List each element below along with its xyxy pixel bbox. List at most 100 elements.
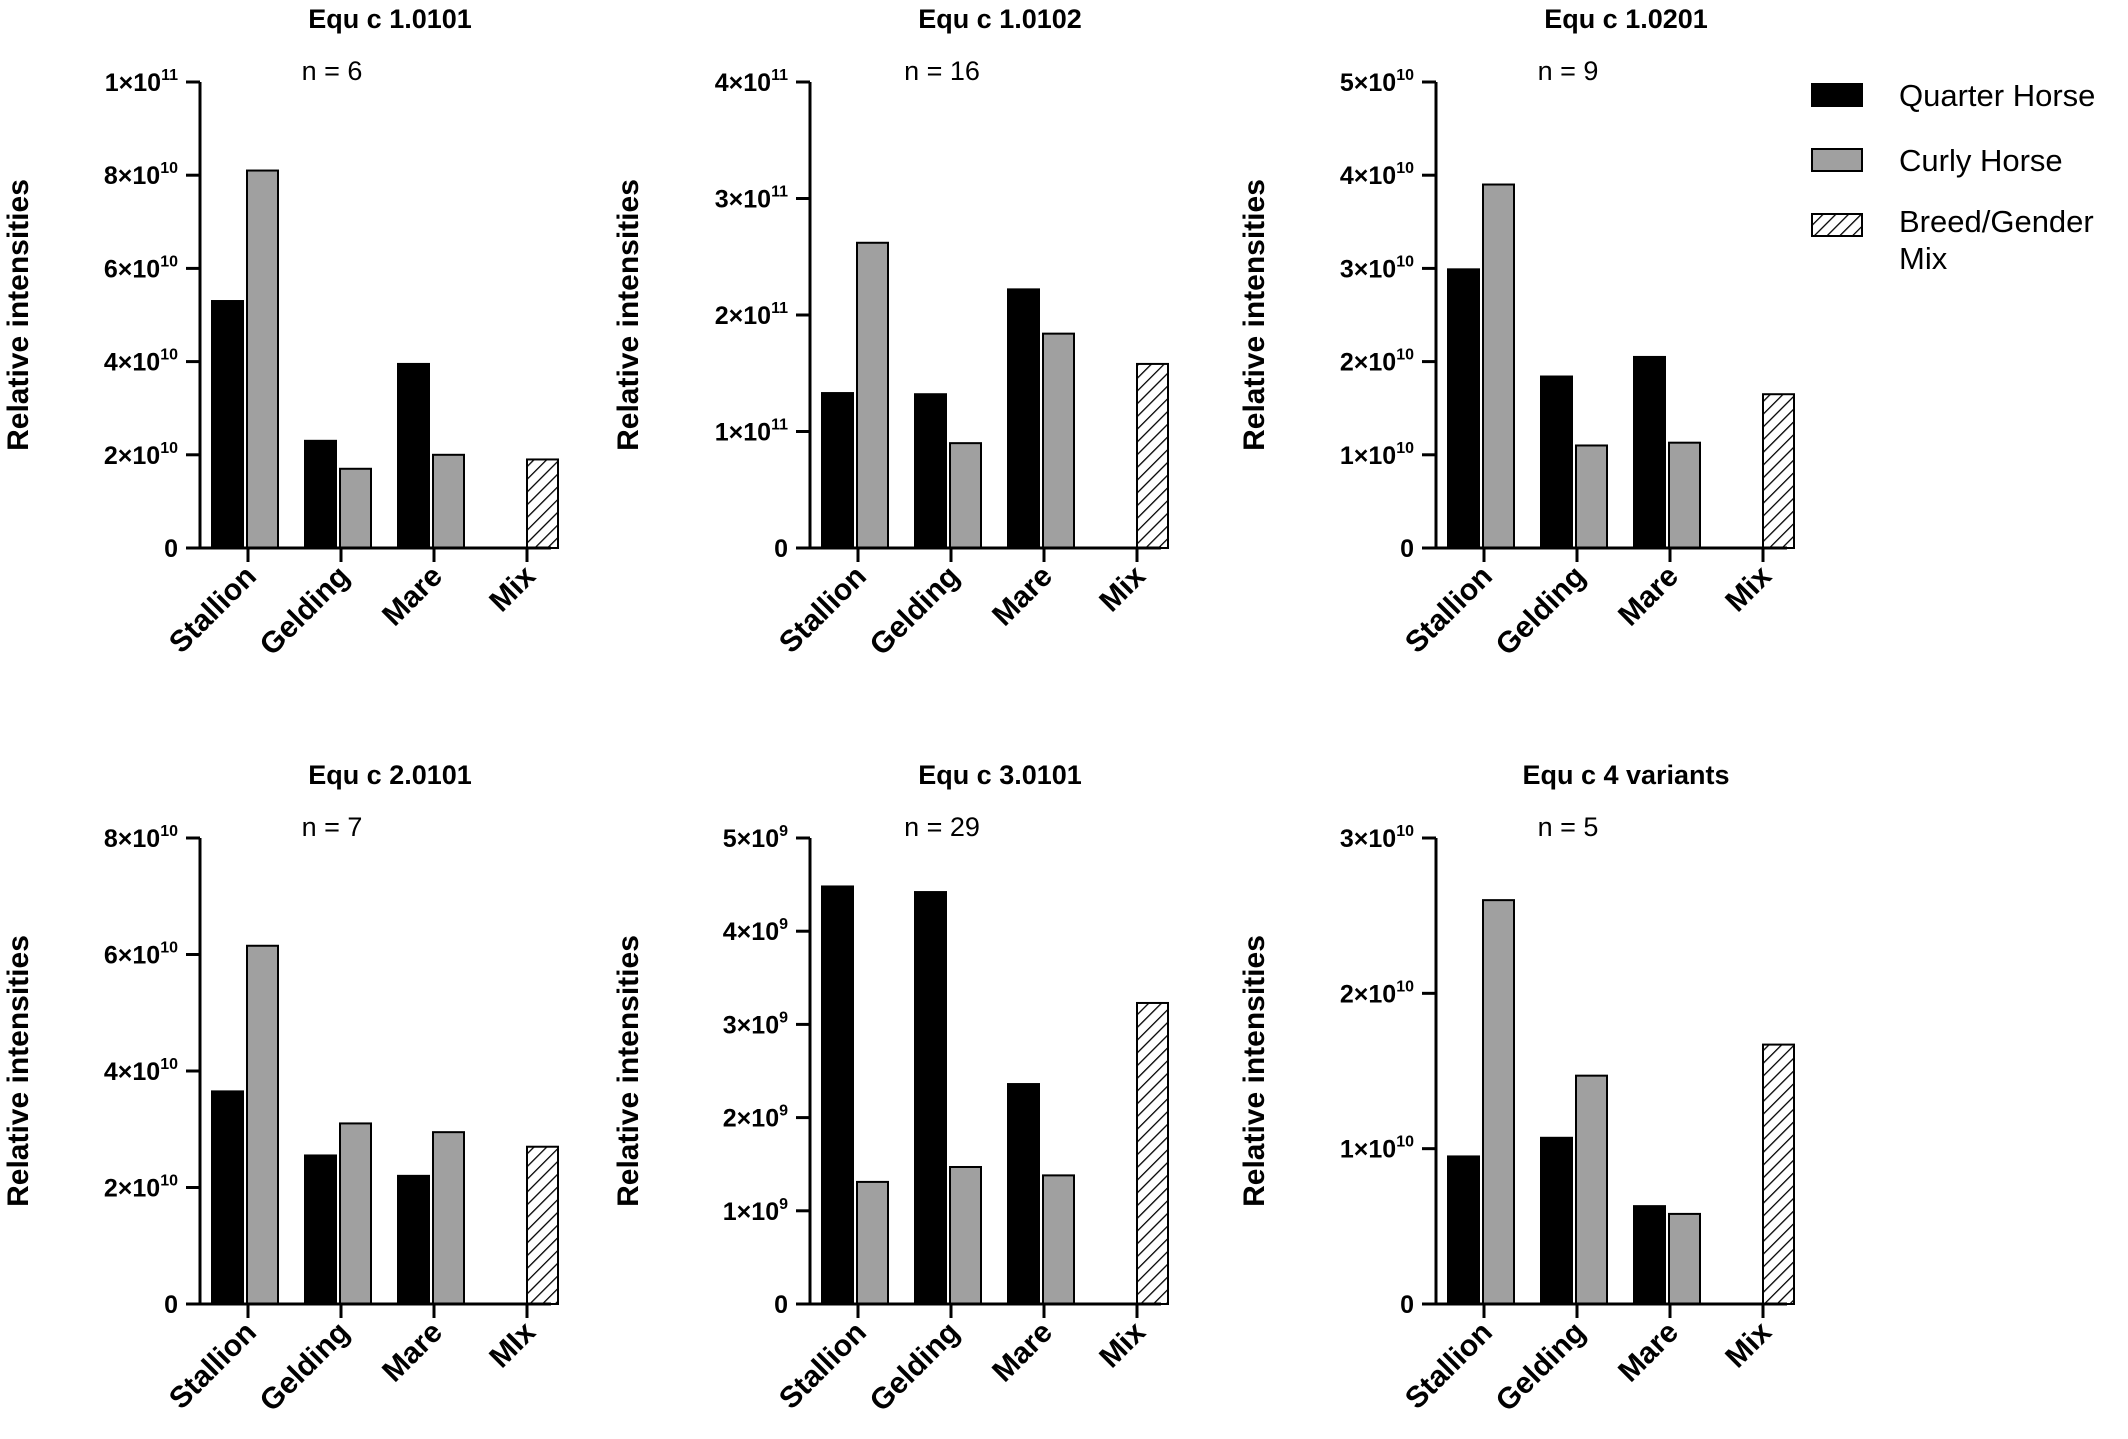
bar-quarter-horse-mare [1007, 288, 1040, 549]
chart-panel: Equ c 4 variants n = 5 Relative intensitie… [1238, 760, 1795, 1418]
y-tick-label: 6×1010 [104, 253, 178, 283]
x-tick-label: Mix [1093, 1315, 1152, 1374]
bar-curly-horse-gelding [949, 442, 982, 549]
y-tick-label: 1×1010 [1340, 1134, 1414, 1164]
x-tick-label: Gelding [254, 1316, 356, 1418]
x-tick-label: Stallion [1399, 1316, 1499, 1416]
y-axis-label: Relative intensities [1238, 179, 1271, 451]
bar-curly-horse-mare [1668, 1212, 1701, 1305]
legend-label: Quarter Horse [1899, 78, 2095, 113]
y-tick-label: 2×1010 [1340, 978, 1414, 1008]
bar-quarter-horse-stallion [821, 392, 854, 549]
y-tick-label: 4×1010 [104, 347, 178, 377]
bar-quarter-horse-mare [1007, 1083, 1040, 1305]
x-tick-label: Mix [483, 559, 542, 618]
bar-curly-horse-gelding [339, 467, 372, 549]
y-tick-label: 4×1010 [1340, 160, 1414, 190]
bar-quarter-horse-gelding [1540, 1136, 1573, 1305]
bar-breed-gender-mix-mix [1762, 393, 1795, 549]
legend-label: Mix [1899, 241, 1948, 276]
bar-quarter-horse-stallion [821, 885, 854, 1305]
bar-quarter-horse-gelding [304, 439, 337, 550]
chart-title: Equ c 3.0101 [918, 760, 1082, 790]
x-tick-label: Mare [1612, 560, 1685, 633]
bar-curly-horse-mare [1668, 441, 1701, 549]
bar-curly-horse-mare [432, 1131, 465, 1305]
bar-curly-horse-gelding [1575, 444, 1608, 550]
y-tick-label: 1×109 [723, 1196, 788, 1226]
bar-breed-gender-mix-mix [1136, 1001, 1169, 1305]
bar-quarter-horse-stallion [211, 1090, 244, 1305]
bar-curly-horse-stallion [856, 241, 889, 550]
y-tick-label: 3×1010 [1340, 253, 1414, 283]
x-tick-label: Gelding [864, 1316, 966, 1418]
legend-swatch [1811, 213, 1863, 237]
y-tick-label: 8×1010 [104, 823, 178, 853]
bar-quarter-horse-gelding [304, 1154, 337, 1306]
chart-panel: Equ c 2.0101 n = 7 Relative intensities 0 2×… [2, 760, 559, 1418]
x-tick-label: Gelding [1490, 560, 1592, 662]
x-tick-label: Mare [376, 1316, 449, 1389]
x-tick-label: Stallion [773, 1316, 873, 1416]
x-tick-label: Mare [986, 560, 1059, 633]
bar-quarter-horse-mare [1633, 355, 1666, 549]
y-tick-label: 0 [164, 1291, 178, 1319]
y-tick-label: 1×1011 [715, 417, 788, 447]
bar-curly-horse-mare [432, 453, 465, 549]
y-axis-label: Relative intensities [2, 179, 35, 451]
y-tick-label: 3×1011 [715, 184, 788, 214]
bar-breed-gender-mix-mix [526, 458, 559, 549]
bar-quarter-horse-gelding [1540, 375, 1573, 549]
y-axis-label: Relative intensities [612, 179, 645, 451]
x-tick-label: Mix [1719, 559, 1778, 618]
x-tick-label: Mix [1719, 1315, 1778, 1374]
x-tick-label: Stallion [163, 560, 263, 660]
bar-curly-horse-mare [1042, 1174, 1075, 1306]
x-tick-label: Stallion [163, 1316, 263, 1416]
x-tick-label: MIx [483, 1315, 542, 1374]
bar-breed-gender-mix-mix [526, 1145, 559, 1305]
y-tick-label: 3×1010 [1340, 823, 1414, 853]
y-tick-label: 2×109 [723, 1103, 788, 1133]
y-tick-label: 0 [774, 1291, 788, 1319]
x-tick-label: Stallion [1399, 560, 1499, 660]
bar-curly-horse-gelding [1575, 1074, 1608, 1306]
x-tick-label: Gelding [254, 560, 356, 662]
y-tick-label: 0 [164, 535, 178, 563]
bar-breed-gender-mix-mix [1762, 1043, 1795, 1306]
y-tick-label: 4×1011 [715, 67, 788, 97]
y-tick-label: 3×109 [723, 1009, 788, 1039]
y-tick-label: 2×1010 [104, 1173, 178, 1203]
y-tick-label: 2×1010 [1340, 347, 1414, 377]
bar-quarter-horse-mare [397, 362, 430, 549]
y-tick-label: 0 [774, 535, 788, 563]
bar-quarter-horse-gelding [914, 891, 947, 1306]
sample-size-label: n = 9 [1538, 56, 1599, 86]
chart-title: Equ c 1.0201 [1544, 4, 1708, 34]
y-axis-label: Relative intensities [1238, 935, 1271, 1207]
legend-swatch [1811, 148, 1863, 172]
bar-curly-horse-gelding [339, 1122, 372, 1306]
bar-quarter-horse-gelding [914, 393, 947, 549]
sample-size-label: n = 7 [302, 812, 363, 842]
sample-size-label: n = 29 [904, 812, 980, 842]
bar-curly-horse-stallion [1482, 899, 1515, 1306]
chart-grid: Equ c 1.0101 n = 6 Relative intensities 0 2×… [2, 4, 1795, 1418]
bar-quarter-horse-stallion [211, 300, 244, 549]
chart-panel: Equ c 1.0101 n = 6 Relative intensities 0 2×… [2, 4, 559, 662]
chart-title: Equ c 2.0101 [308, 760, 472, 790]
bar-quarter-horse-mare [397, 1174, 430, 1305]
sample-size-label: n = 6 [302, 56, 363, 86]
bar-curly-horse-stallion [856, 1180, 889, 1305]
bar-quarter-horse-mare [1633, 1205, 1666, 1306]
chart-title: Equ c 1.0101 [308, 4, 472, 34]
y-axis-label: Relative intensities [612, 935, 645, 1207]
y-tick-label: 5×109 [723, 823, 788, 853]
x-tick-label: Mare [986, 1316, 1059, 1389]
chart-panel: Equ c 1.0201 n = 9 Relative intensities 0 1×… [1238, 4, 1795, 662]
x-tick-label: Gelding [1490, 1316, 1592, 1418]
bar-quarter-horse-stallion [1447, 1155, 1480, 1306]
y-tick-label: 1×1011 [105, 67, 178, 97]
